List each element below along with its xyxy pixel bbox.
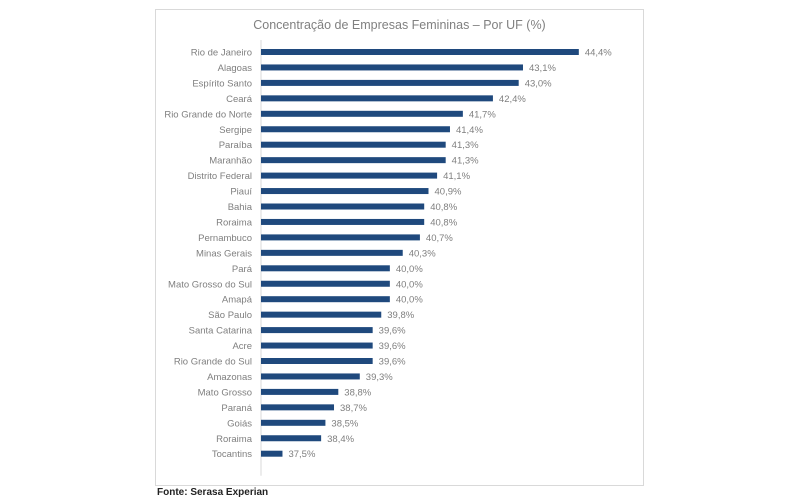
category-label: Acre: [232, 341, 252, 352]
category-label: Paraíba: [219, 140, 253, 151]
data-label: 44,4%: [585, 48, 612, 59]
bar: [261, 188, 429, 195]
data-label: 40,0%: [396, 264, 423, 275]
data-label: 41,4%: [456, 125, 483, 136]
chart-frame: Concentração de Empresas Femininas – Por…: [155, 9, 644, 486]
data-label: 41,3%: [452, 156, 479, 167]
bar: [261, 435, 322, 442]
data-label: 41,3%: [452, 140, 479, 151]
data-label: 38,4%: [327, 434, 354, 445]
bar: [261, 404, 335, 411]
category-label: Santa Catarina: [189, 326, 253, 337]
bar: [261, 249, 403, 256]
data-label: 38,5%: [331, 418, 358, 429]
data-label: 42,4%: [499, 94, 526, 105]
category-label: Alagoas: [218, 63, 253, 74]
category-label: Sergipe: [219, 125, 252, 136]
bar: [261, 234, 420, 241]
category-label: Paraná: [221, 403, 252, 414]
category-label: Ceará: [226, 94, 253, 105]
data-label: 40,8%: [430, 202, 457, 213]
bar: [261, 265, 390, 272]
data-label: 37,5%: [288, 449, 315, 460]
data-label: 39,6%: [379, 341, 406, 352]
data-label: 40,3%: [409, 248, 436, 259]
chart-title: Concentração de Empresas Femininas – Por…: [253, 18, 546, 32]
bar: [261, 419, 326, 426]
data-label: 41,7%: [469, 109, 496, 120]
bar: [261, 172, 438, 179]
bar: [261, 49, 579, 55]
data-label: 40,9%: [435, 187, 462, 198]
category-label: Roraima: [216, 434, 253, 445]
data-label: 41,1%: [443, 171, 470, 182]
bar-chart: Rio de Janeiro 44,4% Alagoas 43,1% Espírito …: [164, 40, 612, 476]
data-label: 38,8%: [344, 387, 371, 398]
bar: [261, 296, 390, 303]
data-label: 39,6%: [379, 326, 406, 337]
data-label: 40,0%: [396, 279, 423, 290]
bar: [261, 373, 360, 380]
data-label: 40,0%: [396, 295, 423, 306]
category-label: Rio Grande do Norte: [164, 109, 252, 120]
bar: [261, 157, 446, 164]
category-label: Amapá: [222, 295, 253, 306]
data-label: 39,8%: [387, 310, 414, 321]
bar: [261, 126, 450, 133]
bar: [261, 79, 519, 86]
bar: [261, 203, 425, 210]
category-label: Rio Grande do Sul: [174, 357, 252, 368]
data-label: 43,1%: [529, 63, 556, 74]
source-note: Fonte: Serasa Experian: [157, 487, 269, 498]
bar: [261, 64, 523, 71]
category-label: Mato Grosso do Sul: [168, 279, 252, 290]
category-label: Maranhão: [209, 156, 252, 167]
data-label: 39,3%: [366, 372, 393, 383]
category-label: São Paulo: [208, 310, 252, 321]
category-label: Bahia: [228, 202, 253, 213]
category-label: Pernambuco: [198, 233, 252, 244]
bar: [261, 141, 446, 148]
bar: [261, 95, 493, 102]
category-label: Minas Gerais: [196, 248, 252, 259]
category-label: Pará: [232, 264, 253, 275]
category-label: Roraima: [216, 217, 253, 228]
bar: [261, 327, 373, 334]
bar: [261, 358, 373, 364]
bar: [261, 388, 339, 395]
category-label: Distrito Federal: [188, 171, 252, 182]
bar: [261, 110, 463, 117]
data-label: 38,7%: [340, 403, 367, 414]
data-label: 43,0%: [525, 78, 552, 89]
data-label: 39,6%: [379, 357, 406, 368]
category-label: Rio de Janeiro: [191, 48, 252, 59]
category-label: Tocantins: [212, 449, 252, 460]
data-label: 40,8%: [430, 217, 457, 228]
category-label: Piauí: [230, 187, 252, 198]
bar: [261, 450, 283, 457]
category-label: Espírito Santo: [192, 78, 252, 89]
data-label: 40,7%: [426, 233, 453, 244]
bar: [261, 311, 382, 318]
bar: [261, 218, 425, 225]
category-label: Mato Grosso: [198, 387, 252, 398]
bar: [261, 342, 373, 349]
bar: [261, 280, 390, 287]
category-label: Goiás: [227, 418, 252, 429]
category-label: Amazonas: [207, 372, 252, 383]
